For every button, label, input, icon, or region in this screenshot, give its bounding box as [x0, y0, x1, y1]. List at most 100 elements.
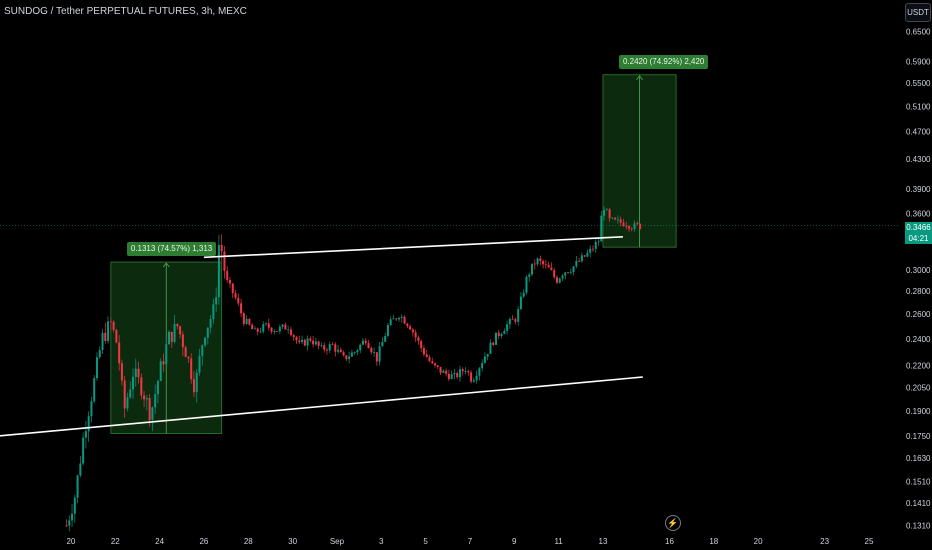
candle-body [109, 321, 112, 323]
candle-body [583, 255, 586, 257]
y-tick-label: 0.3000 [906, 266, 931, 275]
candle-body [614, 217, 617, 220]
candle-body [132, 376, 135, 390]
candle-body [544, 264, 547, 266]
chart-title: SUNDOG / Tether PERPETUAL FUTURES, 3h, M… [4, 6, 247, 17]
candle-body [107, 321, 110, 341]
candle-body [65, 525, 68, 527]
candle-body [569, 271, 572, 273]
candle-body [262, 324, 265, 332]
candle-body [98, 350, 101, 358]
x-tick-label: 20 [754, 537, 763, 546]
x-tick-label: 18 [709, 537, 718, 546]
candle-body [170, 331, 173, 342]
candle-body [591, 248, 594, 250]
candle-body [370, 348, 373, 353]
candle-body [625, 225, 628, 227]
candle-body [278, 326, 281, 332]
y-tick-label: 0.3600 [906, 210, 931, 219]
candle-body [403, 316, 406, 324]
currency-button[interactable]: USDT [905, 3, 931, 22]
y-tick-label: 0.1410 [906, 499, 931, 508]
candle-body [619, 219, 622, 223]
lightning-bolt-icon[interactable]: ⚡ [665, 515, 681, 531]
candle-body [475, 375, 478, 381]
candle-body [497, 332, 500, 337]
candle-body [303, 339, 306, 346]
candle-body [325, 349, 328, 351]
candle-body [555, 277, 558, 283]
candle-body [87, 416, 90, 432]
candle-body [140, 377, 143, 396]
candle-body [375, 352, 378, 362]
candle-body [514, 319, 517, 322]
candle-body [531, 263, 534, 275]
candle-body [192, 379, 195, 393]
candle-body [314, 341, 317, 345]
candle-body [245, 318, 248, 324]
candle-body [381, 341, 384, 347]
x-tick-label: 23 [820, 537, 829, 546]
candle-body [76, 475, 79, 498]
trendline-upper [203, 236, 623, 259]
y-tick-label: 0.1750 [906, 432, 931, 441]
candle-body [478, 368, 481, 376]
candle-body [558, 278, 561, 283]
candle-body [367, 343, 370, 349]
candle-body [248, 318, 251, 325]
candle-body [162, 361, 165, 365]
candle-body [442, 370, 445, 373]
candle-body [251, 324, 254, 330]
candle-body [356, 350, 359, 353]
candle-body [580, 255, 583, 262]
candle-body [342, 352, 345, 356]
candle-body [400, 316, 403, 318]
candle-body [622, 222, 625, 226]
candle-body [309, 338, 312, 341]
candle-body [409, 326, 412, 330]
candle-body [547, 264, 550, 268]
candle-body [220, 244, 223, 252]
x-tick-label: 5 [423, 537, 428, 546]
candle-body [289, 329, 292, 336]
candle-body [597, 241, 600, 243]
candle-body [253, 328, 256, 330]
candle-body [398, 317, 401, 320]
candle-body [525, 276, 528, 293]
candle-body [461, 369, 464, 372]
candle-body [298, 340, 301, 342]
candle-body [217, 244, 220, 298]
candle-body [198, 355, 201, 373]
y-tick-label: 0.3900 [906, 185, 931, 194]
candle-body [68, 520, 71, 526]
y-tick-label: 0.2800 [906, 287, 931, 296]
y-tick-label: 0.6500 [906, 28, 931, 37]
candle-body [71, 513, 74, 521]
candle-body [281, 324, 284, 327]
candle-body [154, 394, 157, 408]
candle-body [494, 332, 497, 345]
measure-label-1: 0.1313 (74.57%) 1,313 [126, 242, 217, 257]
candle-body [503, 330, 506, 334]
candle-body [350, 352, 353, 357]
candle-body [445, 370, 448, 374]
candle-body [331, 344, 334, 345]
candle-body [378, 346, 381, 362]
candle-body [295, 337, 298, 341]
candle-body [115, 329, 118, 343]
candle-body [489, 342, 492, 354]
candle-body [608, 209, 611, 219]
candle-body [226, 270, 229, 280]
candle-body [334, 344, 337, 352]
bar-countdown: 04:21 [908, 234, 929, 243]
y-tick-label: 0.4300 [906, 155, 931, 164]
x-tick-label: 22 [111, 537, 120, 546]
candle-body [292, 335, 295, 338]
candle-body [276, 331, 279, 332]
candle-body [176, 324, 179, 327]
measure-label-2: 0.2420 (74.92%) 2,420 [618, 54, 709, 69]
candle-body [533, 263, 536, 265]
candle-body [550, 267, 553, 271]
candle-body [572, 266, 575, 272]
